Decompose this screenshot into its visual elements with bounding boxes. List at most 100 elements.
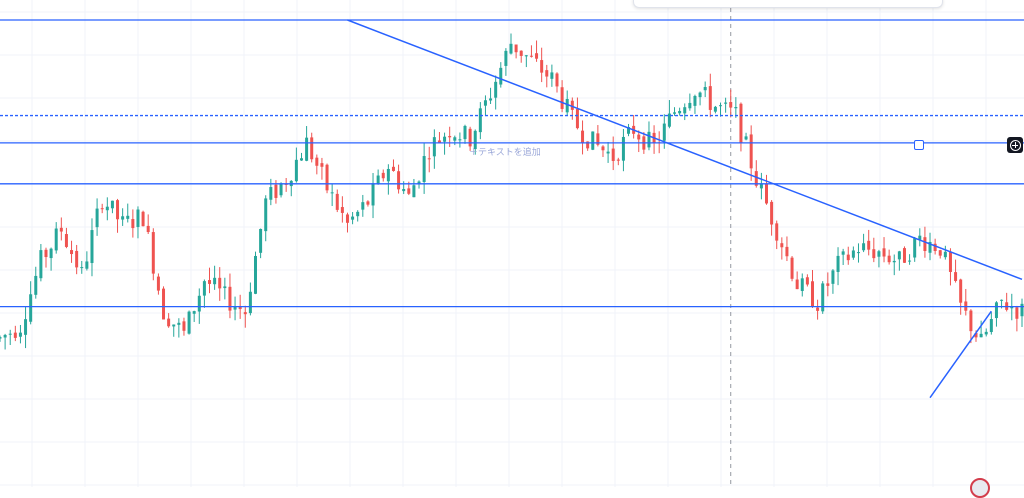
candle-body <box>259 228 263 253</box>
candle-body <box>550 72 554 79</box>
candle-body <box>918 235 922 240</box>
candle-body <box>305 137 309 161</box>
candle-body <box>361 202 365 210</box>
candle-body <box>269 187 273 200</box>
candle-body <box>969 310 973 332</box>
top-toolbar-panel[interactable] <box>633 0 943 8</box>
plus-circle-icon[interactable] <box>1007 137 1023 153</box>
candle-body <box>647 131 651 148</box>
candle-body <box>146 225 150 233</box>
candle-body <box>218 277 222 289</box>
candle-body <box>85 261 89 269</box>
candle-body <box>223 286 227 289</box>
candle-body <box>34 275 38 295</box>
candle-body <box>959 279 963 303</box>
chart-canvas[interactable] <box>0 0 1024 487</box>
candle-body <box>320 163 324 167</box>
candle-body <box>443 136 447 142</box>
trendline-down <box>347 19 1023 281</box>
candle-body <box>836 255 840 272</box>
candle-body <box>759 183 763 189</box>
candle-body <box>591 131 595 150</box>
candle-body <box>228 286 232 311</box>
candle-body <box>673 112 677 114</box>
candle-body <box>238 306 242 310</box>
candle-body <box>938 250 942 256</box>
candle-body <box>729 102 733 108</box>
candle-body <box>397 171 401 190</box>
candle-body <box>49 248 53 259</box>
candle-body <box>688 102 692 109</box>
candle-body <box>933 243 937 251</box>
candle-body <box>765 184 768 204</box>
candle-body <box>826 283 830 286</box>
candle-body <box>775 223 779 241</box>
add-text-label[interactable]: ＋テキストを追加 <box>469 147 541 157</box>
candle-body <box>892 260 896 263</box>
candle-body <box>345 214 349 223</box>
candle-body <box>560 87 564 109</box>
candle-body <box>795 279 799 290</box>
candle-body <box>126 215 130 219</box>
candle-body <box>545 70 549 77</box>
candle-body <box>136 209 140 227</box>
candle-body <box>213 277 217 285</box>
candle-body <box>575 108 579 129</box>
candle-body <box>734 107 738 109</box>
square-handle-icon[interactable] <box>914 140 924 150</box>
candle-body <box>800 278 804 291</box>
candle-body <box>381 172 385 179</box>
candle-body <box>816 307 820 311</box>
candle-body <box>208 280 212 284</box>
candle-body <box>279 183 283 196</box>
candle-body <box>785 246 789 257</box>
candle-body <box>540 60 544 73</box>
candle-body <box>780 243 784 248</box>
candle-body <box>412 185 416 198</box>
candle-body <box>386 168 390 182</box>
candle-body <box>172 324 176 327</box>
candle-body <box>54 228 58 251</box>
candle-body <box>422 156 426 182</box>
candle-body <box>100 208 104 210</box>
candle-body <box>678 110 682 114</box>
candle-body <box>177 322 181 325</box>
candle-body <box>468 128 472 147</box>
candle-body <box>376 175 380 184</box>
candle-body <box>943 251 947 258</box>
candle-body <box>1020 303 1024 317</box>
candle-body <box>151 232 155 274</box>
candle-body <box>427 158 431 160</box>
candle-body <box>790 257 794 279</box>
candle-body <box>601 146 605 151</box>
candle-body <box>489 98 493 101</box>
candle-body <box>417 181 421 185</box>
candle-body <box>254 255 257 294</box>
candle-body <box>637 134 641 140</box>
candle-body <box>749 134 753 169</box>
candle-body <box>902 248 906 263</box>
candle-body <box>667 113 671 127</box>
candle-body <box>202 281 206 296</box>
candle-body <box>458 139 462 141</box>
candle-body <box>621 136 625 161</box>
candle-body <box>851 250 855 258</box>
candle-body <box>402 188 406 192</box>
candle-body <box>64 234 68 247</box>
candle-body <box>24 319 28 335</box>
candle-body <box>233 306 237 310</box>
price-chart[interactable] <box>0 0 1024 487</box>
candle-body <box>391 166 395 171</box>
candle-body <box>984 331 988 335</box>
candle-body <box>105 206 109 211</box>
candle-body <box>8 333 12 335</box>
candle-body <box>156 276 160 291</box>
candle-body <box>473 130 477 150</box>
candle-body <box>581 130 585 143</box>
candle-body <box>698 92 702 98</box>
candle-body <box>744 136 748 140</box>
candle-body <box>44 249 48 258</box>
candle-body <box>371 183 375 206</box>
candle-body <box>141 211 145 227</box>
candle-body <box>80 267 84 269</box>
